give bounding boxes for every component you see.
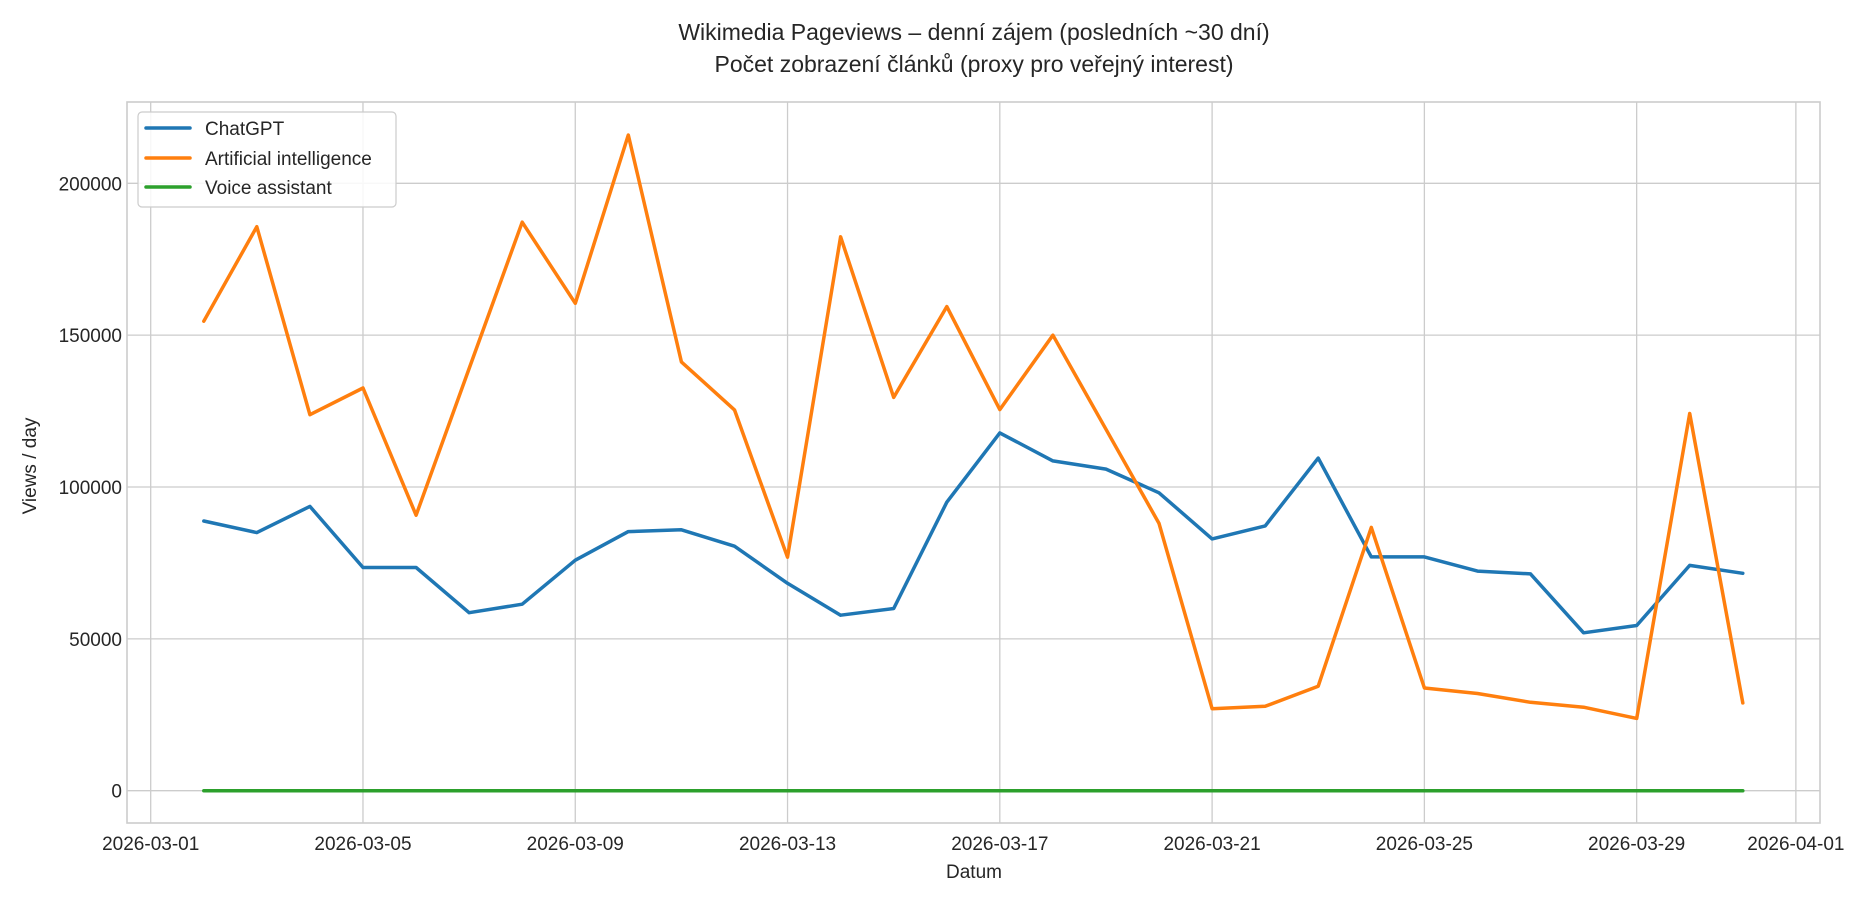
y-tick-label: 100000 (59, 478, 122, 499)
chart-subtitle: Počet zobrazení článků (proxy pro veřejn… (714, 51, 1233, 77)
y-tick-label: 200000 (59, 174, 122, 195)
y-tick-label: 50000 (69, 630, 122, 651)
x-axis-label: Datum (946, 862, 1002, 883)
x-tick-label: 2026-03-09 (527, 834, 624, 855)
legend-item-voice-assistant: Voice assistant (144, 178, 332, 199)
x-tick-label: 2026-04-01 (1747, 834, 1844, 855)
legend: ChatGPT Artificial intelligence Voice as… (137, 111, 397, 208)
axes-background (127, 102, 1820, 823)
x-tick-label: 2026-03-21 (1163, 834, 1260, 855)
legend-box (137, 111, 397, 208)
chart-title: Wikimedia Pageviews – denní zájem (posle… (678, 19, 1269, 45)
x-axis-ticks: 2026-03-01 2026-03-05 2026-03-09 2026-03-13… (102, 834, 1844, 855)
data-series (202, 133, 1745, 793)
y-axis-label: Views / day (20, 417, 41, 514)
series-line-chatgpt (202, 431, 1745, 635)
legend-item-artificial-intelligence: Artificial intelligence (144, 149, 372, 170)
x-tick-label: 2026-03-25 (1376, 834, 1473, 855)
legend-label-chatgpt: ChatGPT (205, 119, 285, 140)
x-tick-label: 2026-03-13 (739, 834, 836, 855)
legend-label-voice-assistant: Voice assistant (205, 178, 332, 199)
y-tick-label: 0 (111, 782, 122, 803)
y-axis-ticks: 0 50000 100000 150000 200000 (59, 174, 122, 802)
legend-item-chatgpt: ChatGPT (144, 119, 285, 140)
y-tick-label: 150000 (59, 326, 122, 347)
plot-area (126, 101, 1821, 824)
x-tick-label: 2026-03-17 (951, 834, 1048, 855)
legend-label-artificial-intelligence: Artificial intelligence (205, 149, 372, 170)
x-tick-label: 2026-03-01 (102, 834, 199, 855)
x-tick-label: 2026-03-29 (1588, 834, 1685, 855)
x-tick-label: 2026-03-05 (314, 834, 411, 855)
axes-frame (126, 101, 1821, 824)
series-line-artificial-intelligence (202, 133, 1745, 721)
